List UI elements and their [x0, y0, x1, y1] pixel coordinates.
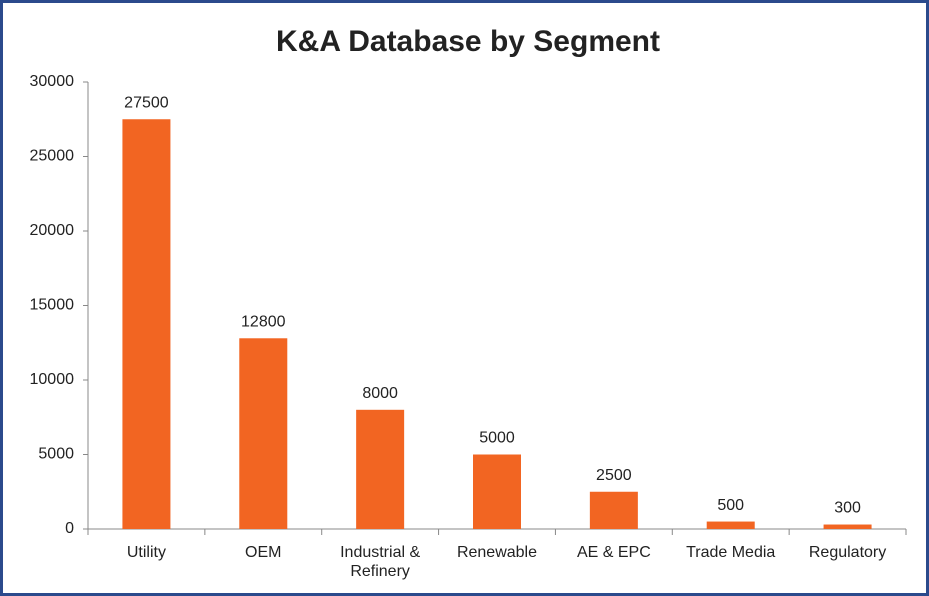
x-tick-label: Utility — [126, 544, 166, 561]
value-label: 8000 — [362, 385, 398, 402]
x-tick-label: Industrial & Refinery — [340, 544, 421, 580]
bar — [356, 409, 405, 529]
x-tick-label: AE & EPC — [576, 544, 651, 561]
x-tick-label: OEM — [245, 544, 282, 561]
value-label: 27500 — [124, 94, 169, 111]
bar — [239, 338, 288, 529]
y-tick-label: 0 — [65, 520, 74, 537]
x-tick-label: Renewable — [456, 544, 538, 561]
bar — [706, 521, 755, 529]
y-tick-label: 10000 — [30, 371, 75, 388]
x-tick-label: Regulatory — [808, 544, 887, 561]
bar — [473, 454, 521, 529]
value-label: 12800 — [241, 313, 286, 330]
value-label: 300 — [834, 500, 861, 517]
value-label: 500 — [717, 497, 744, 514]
chart-title: K&A Database by Segment — [276, 25, 660, 58]
x-tick-label: Trade Media — [686, 544, 776, 561]
y-tick-label: 20000 — [30, 222, 75, 239]
chart: K&A Database by Segment 0 5000 10000 15000 2… — [30, 25, 907, 537]
value-label: 5000 — [479, 430, 515, 447]
y-tick-label: 25000 — [30, 148, 75, 165]
y-tick-label: 15000 — [30, 297, 75, 314]
y-tick-label: 5000 — [38, 446, 74, 463]
bar — [823, 524, 872, 529]
value-label: 2500 — [596, 467, 632, 484]
bar — [122, 119, 171, 529]
bar — [589, 491, 638, 529]
y-tick-label: 30000 — [30, 73, 75, 90]
